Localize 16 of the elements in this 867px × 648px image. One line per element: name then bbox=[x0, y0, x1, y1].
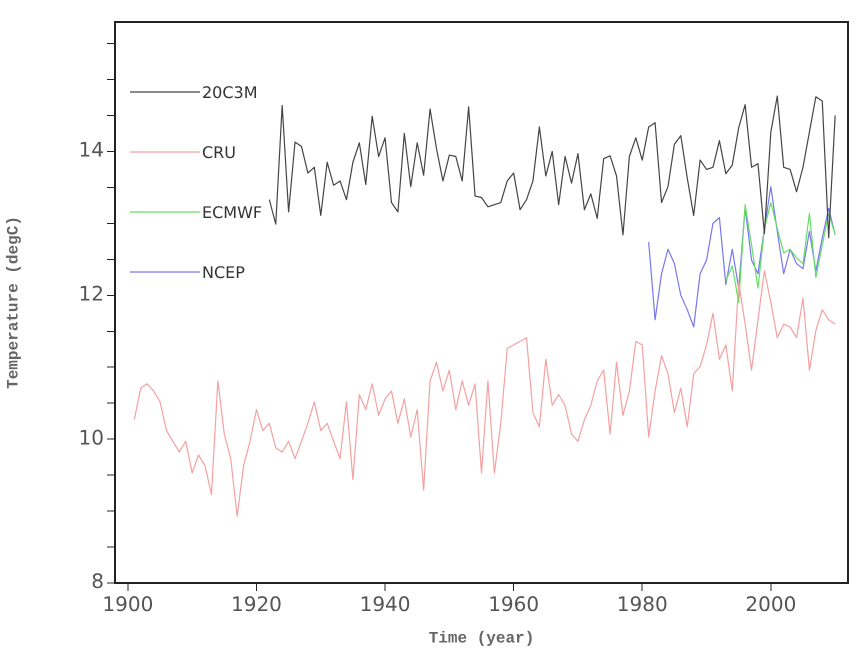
x-tick-label: 1940 bbox=[360, 592, 411, 616]
x-axis-title: Time (year) bbox=[428, 629, 534, 648]
x-tick-label: 2000 bbox=[745, 592, 796, 616]
x-tick-label: 1900 bbox=[102, 592, 154, 616]
legend-label: ECMWF bbox=[202, 203, 262, 222]
y-axis-title: Temperature (degC) bbox=[4, 216, 23, 389]
y-tick-label: 10 bbox=[78, 425, 104, 450]
y-tick-label: 12 bbox=[78, 282, 104, 306]
x-tick-label: 1920 bbox=[231, 592, 282, 616]
legend-label: NCEP bbox=[202, 263, 246, 282]
x-tick-label: 1980 bbox=[616, 592, 668, 616]
x-tick-label: 1960 bbox=[488, 592, 540, 616]
legend-label: 20C3M bbox=[202, 83, 258, 102]
y-tick-label: 8 bbox=[91, 569, 104, 594]
legend-label: CRU bbox=[202, 143, 236, 162]
y-tick-label: 14 bbox=[78, 138, 104, 162]
